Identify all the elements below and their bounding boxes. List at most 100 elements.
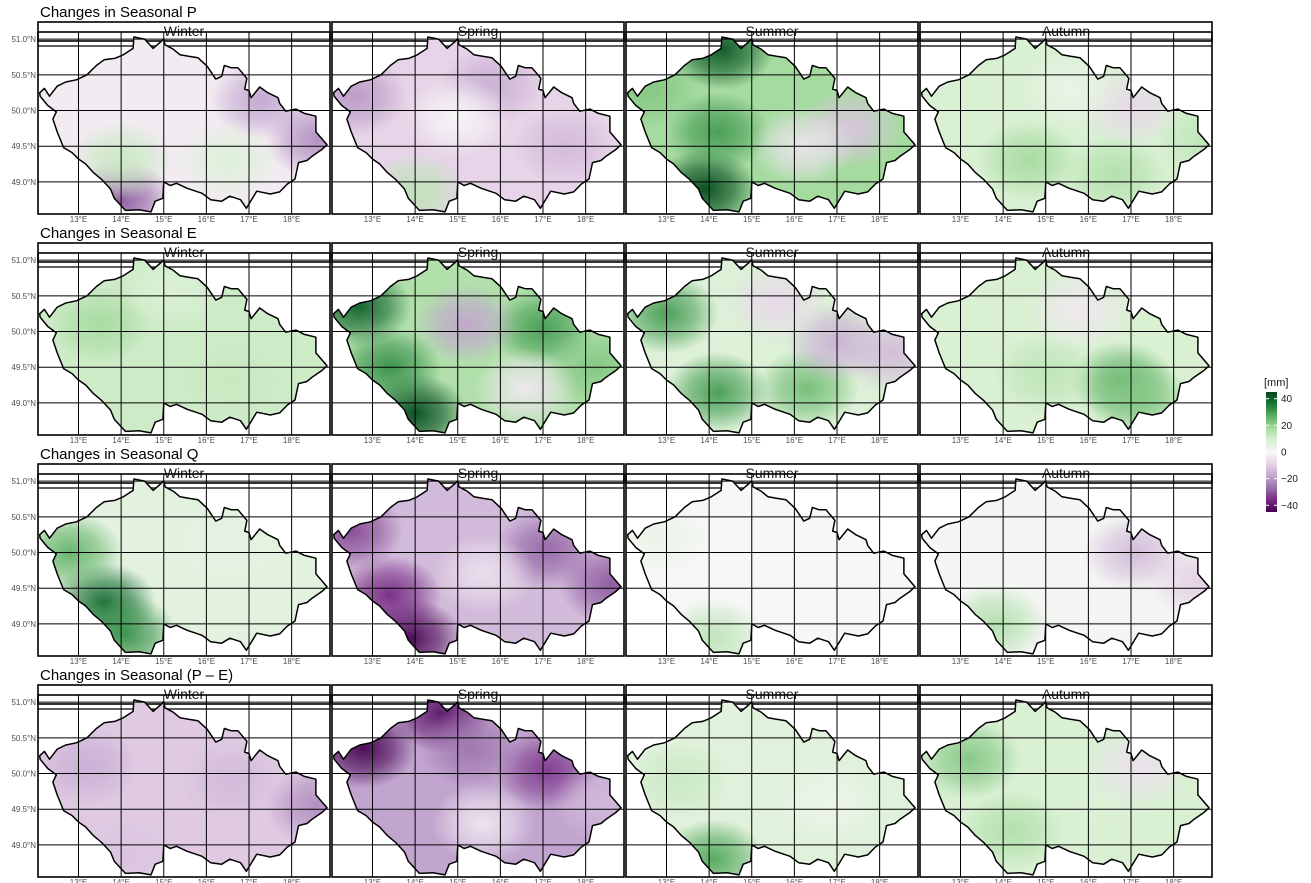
facet-strip-label: Spring [458,23,498,39]
x-tick-label: 18°E [577,215,594,224]
x-tick-label: 18°E [1165,215,1182,224]
y-tick-label: 50.5°N [11,292,36,301]
x-tick-label: 17°E [534,657,551,666]
x-tick-label: 15°E [449,878,466,883]
x-tick-label: 17°E [1122,657,1139,666]
x-tick-label: 16°E [492,657,509,666]
x-tick-label: 17°E [240,436,257,445]
graticule [920,253,1212,435]
change-field [627,700,915,875]
field-blob [333,56,408,137]
y-tick-label: 50.0°N [11,107,36,116]
x-tick-label: 16°E [492,436,509,445]
x-tick-label: 13°E [658,657,675,666]
y-tick-label: 49.5°N [11,363,36,372]
graticule [38,695,330,877]
x-tick-label: 14°E [112,215,129,224]
field-blob [1019,49,1124,130]
facet-strip-label: Spring [458,244,498,260]
change-field [39,479,327,654]
x-tick-label: 18°E [283,215,300,224]
country-border [332,478,622,655]
country-border [38,478,328,655]
legend-label: −40 [1281,501,1298,512]
map-panel-autumn: Autumn 13°E 14°E 15°E 16°E 17°E 18°E [919,463,1213,666]
row-title: Changes in Seasonal P [40,4,197,21]
field-blob [333,708,416,789]
field-blob [1027,270,1132,351]
y-tick-label: 50.5°N [11,734,36,743]
country-border [626,478,916,655]
field-blob [959,790,1064,871]
x-tick-label: 16°E [1080,436,1097,445]
field-blob [1087,726,1192,807]
y-tick-label: 51.0°N [11,698,36,707]
panels-layer: Changes in Seasonal P Winter 13°E 14°E 15°E 1… [11,4,1213,883]
change-field [921,37,1209,212]
graticule [332,474,624,656]
x-tick-label: 17°E [240,215,257,224]
x-tick-label: 15°E [449,657,466,666]
field-blob [627,498,710,579]
graticule [920,695,1212,877]
panel-frame [331,694,625,878]
x-tick-label: 16°E [786,436,803,445]
x-tick-label: 15°E [743,878,760,883]
field-blob [665,352,770,433]
x-tick-label: 13°E [658,215,675,224]
field-blob [627,740,732,821]
country-border [626,257,916,434]
y-tick-label: 50.5°N [11,71,36,80]
facet-strip-label: Winter [164,465,205,481]
country-border [920,257,1210,434]
country-border [626,36,916,213]
x-tick-label: 15°E [155,436,172,445]
x-tick-label: 15°E [449,436,466,445]
facet-strip-label: Autumn [1042,23,1090,39]
map-panel-summer: Summer 13°E 14°E 15°E 16°E 17°E 18°E [625,684,919,883]
x-tick-label: 17°E [1122,878,1139,883]
x-tick-label: 18°E [871,436,888,445]
field-blob [661,819,766,875]
facet-strip-label: Winter [164,686,205,702]
field-blob [73,594,178,654]
map-panel-autumn: Autumn 13°E 14°E 15°E 16°E 17°E 18°E [919,21,1213,224]
field-blob [1147,541,1209,622]
panel-frame [331,473,625,657]
facet-strip-label: Autumn [1042,244,1090,260]
x-tick-label: 13°E [70,436,87,445]
facet-strip-label: Autumn [1042,465,1090,481]
x-tick-label: 16°E [1080,657,1097,666]
map-panel-autumn: Autumn 13°E 14°E 15°E 16°E 17°E 18°E [919,684,1213,883]
y-tick-label: 49.0°N [11,399,36,408]
country-border [626,699,916,876]
x-tick-label: 14°E [700,215,717,224]
facet-strip-label: Winter [164,23,205,39]
legend-label: −20 [1281,474,1298,485]
y-tick-label: 51.0°N [11,35,36,44]
panel-frame [37,252,331,436]
x-tick-label: 18°E [871,215,888,224]
x-tick-label: 14°E [700,436,717,445]
map-panel-winter: Winter 13°E 14°E 15°E 16°E 17°E 18°E 49.0°N 49.5… [11,463,331,666]
graticule [626,32,918,214]
map-panel-winter: Winter 13°E 14°E 15°E 16°E 17°E 18°E 49.0°N 49.5… [11,684,331,883]
facet-strip-label: Summer [746,465,799,481]
x-tick-label: 15°E [1037,215,1054,224]
field-blob [627,49,702,130]
country-border [38,699,328,876]
x-tick-label: 15°E [743,657,760,666]
x-tick-label: 13°E [364,436,381,445]
x-tick-label: 13°E [952,215,969,224]
x-tick-label: 14°E [112,436,129,445]
panel-frame [331,252,625,436]
x-tick-label: 16°E [786,657,803,666]
facet-row-1: Changes in Seasonal P Winter 13°E 14°E 15°E 1… [11,4,1213,224]
x-tick-label: 14°E [994,657,1011,666]
y-tick-label: 50.0°N [11,549,36,558]
map-panel-spring: Spring 13°E 14°E 15°E 16°E 17°E 18°E [331,242,625,445]
row-title: Changes in Seasonal (P – E) [40,667,233,684]
x-tick-label: 16°E [198,436,215,445]
change-field [39,700,327,875]
x-tick-label: 15°E [1037,436,1054,445]
